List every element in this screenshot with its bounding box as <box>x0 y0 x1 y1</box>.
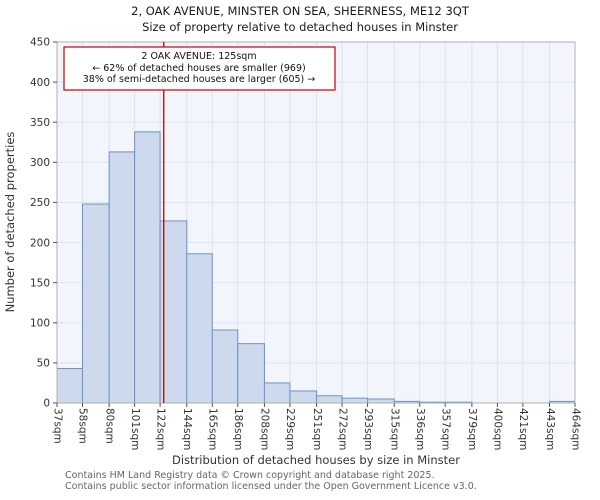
annotation-box: 2 OAK AVENUE: 125sqm ← 62% of detached h… <box>63 46 336 91</box>
y-tick-label: 50 <box>37 358 50 370</box>
footer-line1: Contains HM Land Registry data © Crown c… <box>65 470 435 481</box>
chart-subtitle: Size of property relative to detached ho… <box>142 20 458 34</box>
x-tick-label: 186sqm <box>232 408 244 450</box>
x-tick-label: 464sqm <box>569 408 581 450</box>
y-tick-label: 0 <box>43 398 50 410</box>
bar <box>237 343 265 404</box>
x-tick-label: 144sqm <box>181 408 193 450</box>
x-tick-label: 293sqm <box>362 408 374 450</box>
x-tick-label: 443sqm <box>544 408 556 450</box>
footer-line2: Contains public sector information licen… <box>65 481 477 492</box>
y-tick-label: 100 <box>30 317 50 329</box>
bar <box>289 390 318 404</box>
bar <box>186 253 213 404</box>
bar <box>159 220 188 404</box>
x-tick-label: 251sqm <box>311 408 323 450</box>
x-tick-label: 272sqm <box>336 408 348 450</box>
x-tick-label: 58sqm <box>77 408 89 444</box>
x-tick-label: 421sqm <box>517 408 529 450</box>
x-tick-label: 336sqm <box>414 408 426 450</box>
annotation-line1: 2 OAK AVENUE: 125sqm <box>141 51 256 62</box>
y-axis-label: Number of detached properties <box>3 132 17 313</box>
x-tick-label: 208sqm <box>259 408 271 450</box>
bar <box>81 203 110 404</box>
bar <box>263 382 291 404</box>
plot-border <box>56 41 576 404</box>
x-tick-label: 379sqm <box>466 408 478 450</box>
y-tick-label: 350 <box>30 117 50 129</box>
bar <box>56 368 83 404</box>
bar <box>341 397 369 404</box>
x-tick-label: 400sqm <box>492 408 504 450</box>
bar <box>316 395 343 404</box>
y-tick-label: 250 <box>30 197 50 209</box>
x-tick-label: 80sqm <box>103 408 115 444</box>
x-tick-label: 37sqm <box>51 408 63 444</box>
bar <box>108 151 136 404</box>
y-tick-label: 450 <box>30 37 50 49</box>
y-tick-label: 200 <box>30 237 50 249</box>
bar <box>211 329 239 404</box>
annotation-border <box>63 46 336 91</box>
x-tick-label: 165sqm <box>207 408 219 450</box>
plot-layer: 0 50 100 150 200 250 300 350 400 450 37sqm 58sqm 80s… <box>30 37 581 451</box>
y-tick-label: 400 <box>30 77 50 89</box>
x-axis-label: Distribution of detached houses by size … <box>172 453 460 467</box>
x-tick-label: 357sqm <box>439 408 451 450</box>
chart-title: 2, OAK AVENUE, MINSTER ON SEA, SHEERNESS… <box>131 4 470 18</box>
annotation-line2: ← 62% of detached houses are smaller (96… <box>92 63 305 74</box>
bar <box>367 398 395 404</box>
y-tick-label: 150 <box>30 277 50 289</box>
x-tick-label: 101sqm <box>129 408 141 450</box>
x-tick-label: 122sqm <box>154 408 166 450</box>
annotation-line3: 38% of semi-detached houses are larger (… <box>83 74 316 85</box>
x-tick-label: 229sqm <box>284 408 296 450</box>
x-tick-label: 315sqm <box>388 408 400 450</box>
y-tick-label: 300 <box>30 157 50 169</box>
bar <box>134 131 161 404</box>
